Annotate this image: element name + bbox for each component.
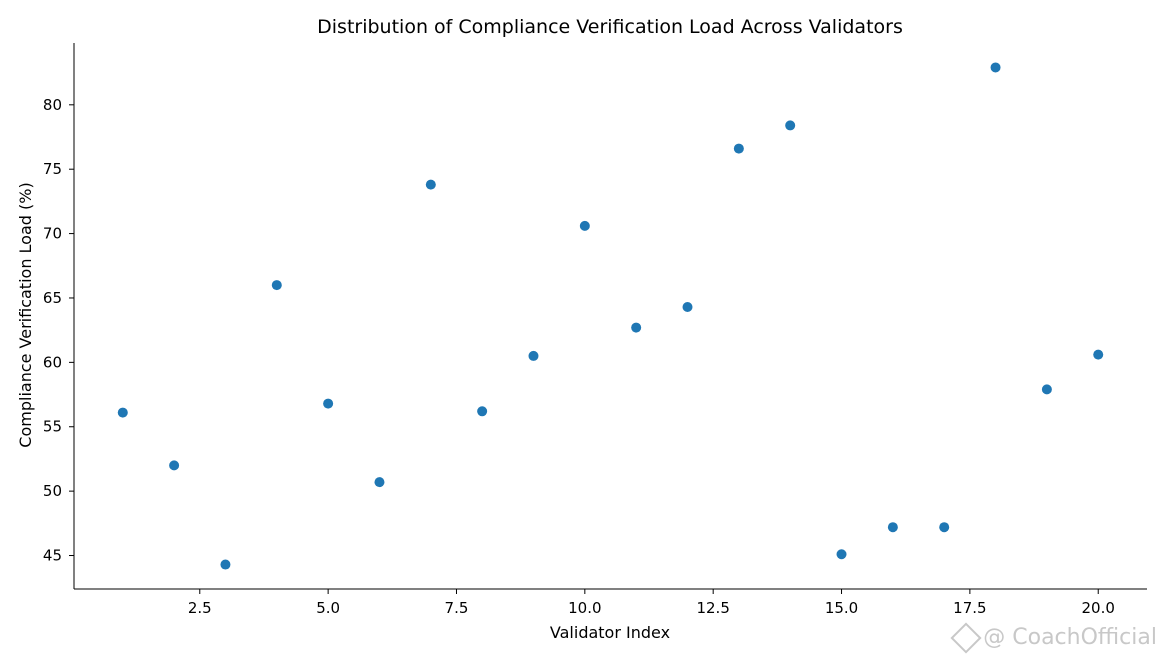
y-tick-label: 55: [43, 418, 62, 436]
data-point: [477, 406, 488, 417]
y-tick-label: 60: [43, 353, 62, 371]
x-tick-label: 5.0: [316, 599, 340, 617]
x-axis-label: Validator Index: [550, 623, 670, 642]
data-point: [990, 62, 1001, 73]
axes: 2.5 5.0 7.5 10.0 12.5 15.0 17.5 20.0 45 50 55 60 65 7…: [43, 43, 1147, 617]
data-point: [220, 559, 231, 570]
y-tick-label: 45: [43, 547, 62, 565]
x-tick-label: 7.5: [445, 599, 469, 617]
x-tick-label: 2.5: [188, 599, 212, 617]
y-tick-label: 65: [43, 289, 62, 307]
data-point: [169, 460, 180, 471]
data-point: [785, 120, 796, 131]
data-point: [939, 522, 950, 533]
data-point: [1093, 349, 1104, 360]
watermark: @ CoachOfficial: [950, 621, 1157, 654]
data-point: [579, 220, 590, 231]
x-tick-label: 12.5: [696, 599, 729, 617]
y-tick-label: 75: [43, 160, 62, 178]
data-point: [682, 301, 693, 312]
x-tick-label: 17.5: [953, 599, 986, 617]
data-point: [733, 143, 744, 154]
watermark-logo-icon: [950, 621, 982, 654]
data-point: [887, 522, 898, 533]
data-point: [836, 549, 847, 560]
data-point: [528, 350, 539, 361]
x-tick-label: 15.0: [825, 599, 858, 617]
chart-title: Distribution of Compliance Verification …: [317, 16, 903, 38]
y-tick-label: 70: [43, 225, 62, 243]
data-point: [1041, 384, 1052, 395]
y-tick-label: 80: [43, 96, 62, 114]
data-point: [323, 398, 334, 409]
data-point: [631, 322, 642, 333]
y-tick-label: 50: [43, 482, 62, 500]
data-point: [425, 179, 436, 190]
data-point: [374, 477, 385, 488]
data-point: [117, 407, 128, 418]
data-points: [117, 62, 1104, 570]
y-axis-label: Compliance Verification Load (%): [16, 182, 35, 447]
x-tick-label: 10.0: [568, 599, 601, 617]
x-tick-label: 20.0: [1082, 599, 1115, 617]
data-point: [271, 280, 282, 291]
watermark-text: @ CoachOfficial: [983, 625, 1157, 650]
